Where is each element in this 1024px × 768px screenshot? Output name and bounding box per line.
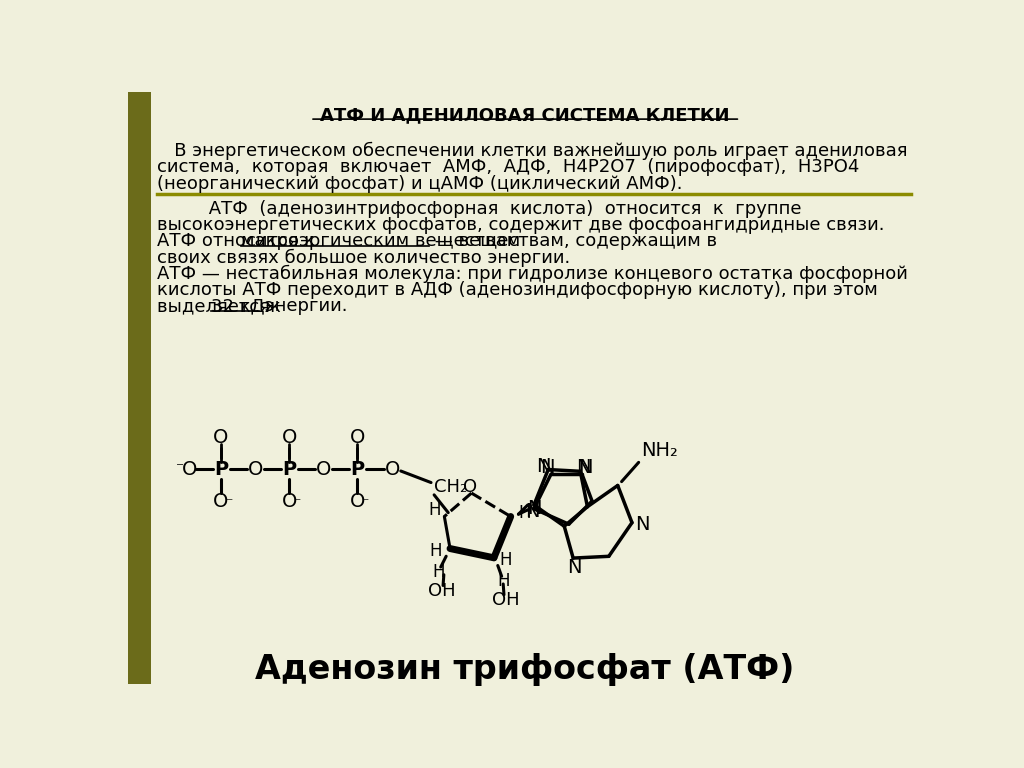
- Text: H: H: [497, 572, 510, 590]
- Text: N: N: [526, 499, 542, 518]
- Text: OH: OH: [492, 591, 519, 609]
- Text: O: O: [213, 428, 228, 447]
- Text: O: O: [248, 460, 263, 479]
- Text: N: N: [525, 502, 540, 521]
- Bar: [128, 92, 152, 684]
- Text: N: N: [579, 458, 593, 478]
- Text: P: P: [283, 460, 296, 479]
- Text: высокоэнергетических фосфатов, содержит две фосфоангидридные связи.: высокоэнергетических фосфатов, содержит …: [157, 216, 884, 234]
- Text: O: O: [282, 492, 297, 511]
- Text: N: N: [537, 457, 551, 476]
- Text: N: N: [540, 458, 554, 478]
- Text: выделяется: выделяется: [157, 297, 275, 315]
- Text: АТФ относится к: АТФ относится к: [157, 232, 321, 250]
- Text: O: O: [350, 492, 366, 511]
- Text: N: N: [577, 458, 591, 477]
- Text: H: H: [518, 504, 530, 521]
- Text: P: P: [350, 460, 365, 479]
- Text: O: O: [282, 428, 297, 447]
- Text: O: O: [385, 460, 400, 479]
- Text: OH: OH: [428, 582, 456, 600]
- Text: ⁻: ⁻: [176, 461, 184, 475]
- Text: N: N: [636, 515, 650, 534]
- Text: АТФ  (аденозинтрифосфорная  кислота)  относится  к  группе: АТФ (аденозинтрифосфорная кислота) относ…: [157, 200, 801, 218]
- Text: своих связях большое количество энергии.: своих связях большое количество энергии.: [157, 249, 570, 266]
- Text: кислоты АТФ переходит в АДФ (аденозиндифосфорную кислоту), при этом: кислоты АТФ переходит в АДФ (аденозиндиф…: [157, 281, 878, 299]
- Text: H: H: [430, 542, 442, 560]
- Text: АТФ — нестабильная молекула: при гидролизе концевого остатка фосфорной: АТФ — нестабильная молекула: при гидроли…: [157, 265, 907, 283]
- Text: NH₂: NH₂: [641, 442, 678, 460]
- Text: В энергетическом обеспечении клетки важнейшую роль играет адениловая: В энергетическом обеспечении клетки важн…: [157, 142, 907, 161]
- Text: H: H: [500, 551, 512, 569]
- Text: АТФ И АДЕНИЛОВАЯ СИСТЕМА КЛЕТКИ: АТФ И АДЕНИЛОВАЯ СИСТЕМА КЛЕТКИ: [321, 106, 729, 124]
- Text: N: N: [567, 558, 582, 577]
- Text: (неорганический фосфат) и цАМФ (циклический АМФ).: (неорганический фосфат) и цАМФ (цикличес…: [157, 174, 682, 193]
- Text: макроэргическим веществам: макроэргическим веществам: [241, 232, 520, 250]
- Text: энергии.: энергии.: [259, 297, 347, 315]
- Text: O: O: [213, 492, 228, 511]
- Text: O: O: [350, 428, 366, 447]
- Text: H: H: [429, 502, 441, 519]
- Text: ⁻: ⁻: [361, 496, 369, 511]
- Text: CH₂: CH₂: [434, 478, 467, 496]
- Text: система,  которая  включает  АМФ,  АДФ,  Н4Р2О7  (пирофосфат),  Н3РО4: система, которая включает АМФ, АДФ, Н4Р2…: [157, 158, 859, 177]
- Text: — веществам, содержащим в: — веществам, содержащим в: [429, 232, 718, 250]
- Text: O: O: [463, 478, 477, 496]
- Text: ⁻: ⁻: [225, 496, 232, 511]
- Text: O: O: [315, 460, 331, 479]
- Text: 32 кДж: 32 кДж: [211, 297, 281, 315]
- Text: ⁻: ⁻: [293, 496, 301, 511]
- Text: H: H: [432, 563, 444, 581]
- Text: Аденозин трифосфат (АТФ): Аденозин трифосфат (АТФ): [255, 653, 795, 686]
- Text: P: P: [214, 460, 228, 479]
- Text: O: O: [181, 460, 197, 479]
